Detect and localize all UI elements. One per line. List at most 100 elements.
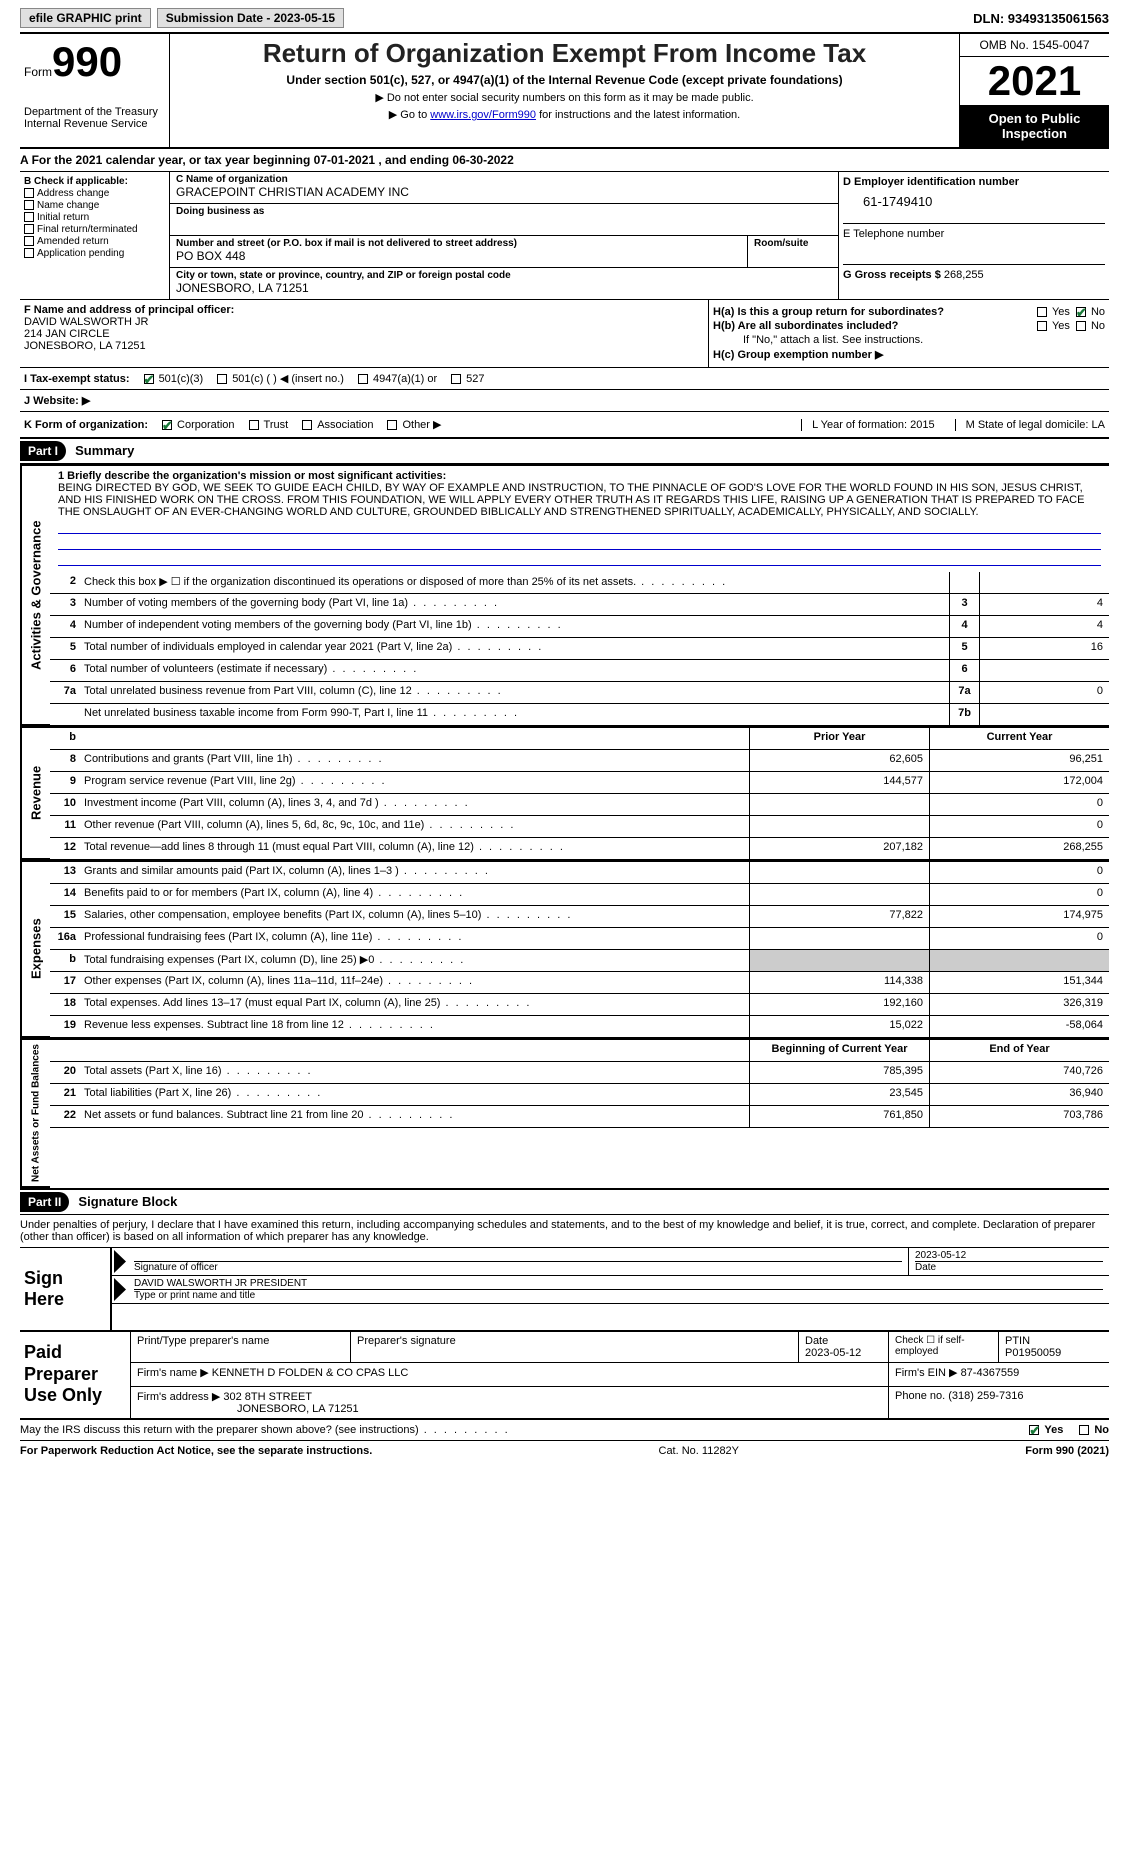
gov-line: 6Total number of volunteers (estimate if… (50, 660, 1109, 682)
form-label: Form (24, 65, 52, 79)
form-header: Form990 Department of the Treasury Inter… (20, 34, 1109, 149)
data-line: 22Net assets or fund balances. Subtract … (50, 1106, 1109, 1128)
hb-label: H(b) Are all subordinates included? (713, 320, 898, 332)
box-b: B Check if applicable: Address change Na… (20, 172, 170, 299)
form-number: Form990 (24, 38, 165, 86)
firm-phone: (318) 259-7316 (948, 1390, 1023, 1402)
irs-link[interactable]: www.irs.gov/Form990 (430, 109, 536, 121)
top-bar: efile GRAPHIC print Submission Date - 20… (20, 8, 1109, 34)
chk-final[interactable]: Final return/terminated (24, 224, 165, 235)
side-net-assets: Net Assets or Fund Balances (20, 1040, 50, 1188)
pra-notice: For Paperwork Reduction Act Notice, see … (20, 1445, 372, 1457)
form-ref: Form 990 (2021) (1025, 1445, 1109, 1457)
chk-4947[interactable]: 4947(a)(1) or (358, 373, 437, 385)
chk-pending[interactable]: Application pending (24, 248, 165, 259)
prep-date-val: 2023-05-12 (805, 1347, 861, 1359)
ein-value: 61-1749410 (843, 188, 1105, 215)
begin-year-hdr: Beginning of Current Year (749, 1040, 929, 1061)
chk-initial[interactable]: Initial return (24, 212, 165, 223)
firm-ein: 87-4367559 (961, 1367, 1020, 1379)
part-i-tag: Part I (20, 441, 66, 461)
part-i-title: Summary (75, 443, 134, 458)
state-domicile: M State of legal domicile: LA (955, 419, 1105, 431)
firm-phone-label: Phone no. (895, 1390, 945, 1402)
prior-year-hdr: Prior Year (749, 728, 929, 749)
discuss-row: May the IRS discuss this return with the… (20, 1420, 1109, 1440)
current-year-hdr: Current Year (929, 728, 1109, 749)
firm-name: KENNETH D FOLDEN & CO CPAS LLC (212, 1367, 409, 1379)
form-990-num: 990 (52, 38, 122, 85)
na-header-row: Beginning of Current Year End of Year (50, 1040, 1109, 1062)
dept-text: Department of the Treasury Internal Reve… (24, 106, 165, 130)
note-link: ▶ Go to www.irs.gov/Form990 for instruct… (180, 108, 949, 121)
period-row: A For the 2021 calendar year, or tax yea… (20, 149, 1109, 172)
side-governance: Activities & Governance (20, 466, 50, 726)
name-label: Type or print name and title (134, 1289, 1103, 1301)
officer-addr1: 214 JAN CIRCLE (24, 328, 704, 340)
omb-number: OMB No. 1545-0047 (960, 34, 1109, 57)
tax-year: 2021 (960, 57, 1109, 105)
discuss-yes[interactable]: Yes (1029, 1424, 1063, 1436)
firm-addr-label: Firm's address ▶ (137, 1391, 220, 1403)
note2-post: for instructions and the latest informat… (536, 109, 740, 121)
hb-no[interactable]: No (1076, 320, 1105, 332)
hb-yes[interactable]: Yes (1037, 320, 1070, 332)
chk-501c3[interactable]: 501(c)(3) (144, 373, 204, 385)
gov-line: Net unrelated business taxable income fr… (50, 704, 1109, 726)
chk-address[interactable]: Address change (24, 188, 165, 199)
phone-label: E Telephone number (843, 228, 1105, 240)
gov-line: 4Number of independent voting members of… (50, 616, 1109, 638)
efile-button[interactable]: efile GRAPHIC print (20, 8, 151, 28)
chk-amended[interactable]: Amended return (24, 236, 165, 247)
data-line: 15Salaries, other compensation, employee… (50, 906, 1109, 928)
ha-yes[interactable]: Yes (1037, 306, 1070, 318)
part-ii-header: Part II Signature Block (20, 1190, 1109, 1215)
sign-here-block: Sign Here Signature of officer 2023-05-1… (20, 1248, 1109, 1332)
data-line: 17Other expenses (Part IX, column (A), l… (50, 972, 1109, 994)
addr-label: Number and street (or P.O. box if mail i… (170, 236, 747, 249)
ein-label: D Employer identification number (843, 176, 1105, 188)
firm-ein-label: Firm's EIN ▶ (895, 1367, 958, 1379)
paid-preparer-label: Paid Preparer Use Only (20, 1332, 130, 1418)
chk-501c[interactable]: 501(c) ( ) ◀ (insert no.) (217, 372, 344, 385)
self-emp-chk[interactable]: Check ☐ if self-employed (889, 1332, 999, 1362)
data-line: 8Contributions and grants (Part VIII, li… (50, 750, 1109, 772)
sig-date-label: Date (915, 1261, 1103, 1273)
addr-value: PO BOX 448 (170, 249, 747, 267)
hb-note: If "No," attach a list. See instructions… (713, 334, 1105, 346)
chk-assoc[interactable]: Association (302, 419, 373, 431)
part-i-header: Part I Summary (20, 439, 1109, 464)
ha-no[interactable]: No (1076, 306, 1105, 318)
side-revenue: Revenue (20, 728, 50, 860)
data-line: bTotal fundraising expenses (Part IX, co… (50, 950, 1109, 972)
form-org-label: K Form of organization: (24, 419, 148, 431)
cat-no: Cat. No. 11282Y (372, 1445, 1025, 1457)
ha-label: H(a) Is this a group return for subordin… (713, 306, 944, 318)
submission-button[interactable]: Submission Date - 2023-05-15 (157, 8, 344, 28)
data-line: 21Total liabilities (Part X, line 26)23,… (50, 1084, 1109, 1106)
prep-name-hdr: Print/Type preparer's name (131, 1332, 351, 1362)
prep-sig-hdr: Preparer's signature (351, 1332, 799, 1362)
chk-trust[interactable]: Trust (249, 419, 289, 431)
data-line: 10Investment income (Part VIII, column (… (50, 794, 1109, 816)
year-formation: L Year of formation: 2015 (801, 419, 935, 431)
chk-other[interactable]: Other ▶ (387, 418, 441, 431)
firm-addr: 302 8TH STREET (223, 1391, 312, 1403)
part-ii-title: Signature Block (78, 1194, 177, 1209)
open-inspection: Open to Public Inspection (960, 105, 1109, 147)
discuss-no[interactable]: No (1079, 1424, 1109, 1436)
chk-name[interactable]: Name change (24, 200, 165, 211)
dln-text: DLN: 93493135061563 (973, 11, 1109, 26)
note2-pre: ▶ Go to (389, 109, 430, 121)
chk-corp[interactable]: Corporation (162, 419, 234, 431)
officer-printed-name: DAVID WALSWORTH JR PRESIDENT (134, 1278, 1103, 1289)
hc-label: H(c) Group exemption number ▶ (713, 348, 883, 361)
firm-addr2: JONESBORO, LA 71251 (137, 1403, 359, 1415)
gross-value: 268,255 (944, 269, 984, 281)
chk-527[interactable]: 527 (451, 373, 484, 385)
section-fh: F Name and address of principal officer:… (20, 300, 1109, 368)
gov-line: 5Total number of individuals employed in… (50, 638, 1109, 660)
sig-intro: Under penalties of perjury, I declare th… (20, 1215, 1109, 1248)
city-label: City or town, state or province, country… (170, 268, 838, 281)
discuss-question: May the IRS discuss this return with the… (20, 1424, 510, 1436)
